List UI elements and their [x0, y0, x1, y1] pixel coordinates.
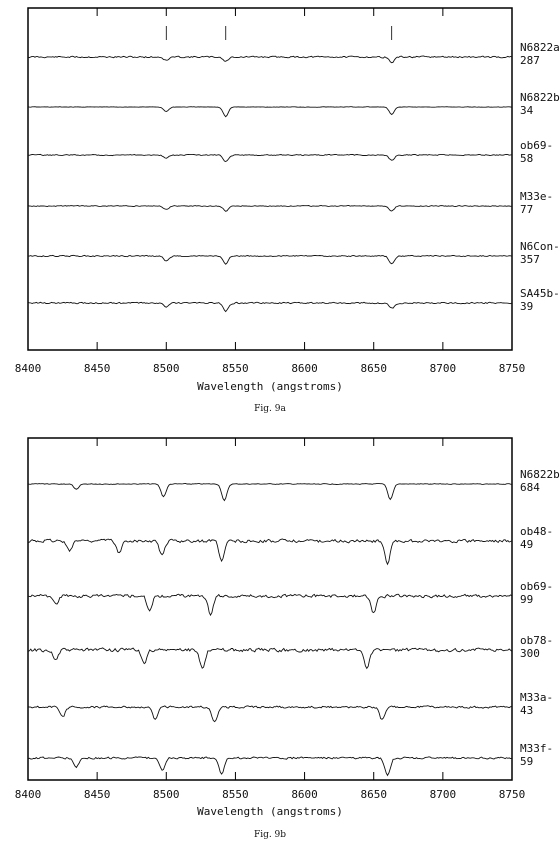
series-label: M33a-43	[520, 691, 553, 717]
spectrum-line	[27, 538, 513, 566]
x-tick-label: 8650	[360, 362, 387, 375]
series-label: ob48-49	[520, 525, 553, 551]
spectrum-line	[27, 647, 513, 670]
series-label: N6Con-357	[520, 240, 560, 266]
series-label: ob69-99	[520, 580, 553, 606]
spectrum-line	[28, 254, 513, 265]
x-tick-label: 8600	[291, 362, 318, 375]
plot-frame	[27, 437, 513, 781]
series-label: N6822a 287	[520, 41, 560, 67]
x-tick-label: 8650	[360, 788, 387, 801]
x-tick-label: 8500	[153, 788, 180, 801]
spectrum-line	[27, 205, 513, 212]
x-tick-label: 8600	[291, 788, 318, 801]
x-axis-label: Wavelength (angstroms)	[197, 805, 343, 818]
x-tick-label: 8700	[430, 788, 457, 801]
x-tick-label: 8450	[84, 362, 111, 375]
x-axis-label: Wavelength (angstroms)	[197, 380, 343, 393]
spectrum-line	[27, 483, 513, 502]
series-label: ob78-300	[520, 634, 553, 660]
series-label: M33e-77	[520, 190, 553, 216]
spectrum-line	[27, 301, 513, 313]
figure-caption: Fig. 9b	[254, 830, 286, 840]
series-label: M33f-59	[520, 742, 553, 768]
x-tick-label: 8700	[430, 362, 457, 375]
x-tick-label: 8550	[222, 362, 249, 375]
spectrum-line	[27, 705, 513, 723]
x-tick-label: 8400	[15, 362, 42, 375]
spectrum-line	[27, 106, 513, 118]
x-tick-label: 8750	[499, 362, 526, 375]
x-tick-label: 8550	[222, 788, 249, 801]
spectrum-line	[27, 593, 513, 617]
x-tick-label: 8500	[153, 362, 180, 375]
series-label: SA45b-39	[520, 287, 560, 313]
spectrum-line	[27, 756, 513, 777]
spectrum-line	[27, 153, 513, 162]
series-label: N6822b 34	[520, 91, 560, 117]
x-tick-label: 8450	[84, 788, 111, 801]
series-label: N6822b 684	[520, 468, 560, 494]
series-label: ob69-58	[520, 139, 553, 165]
spectrum-line	[27, 55, 513, 64]
plot-frame	[27, 7, 513, 351]
figure-caption: Fig. 9a	[254, 404, 286, 414]
x-tick-label: 8750	[499, 788, 526, 801]
x-tick-label: 8400	[15, 788, 42, 801]
